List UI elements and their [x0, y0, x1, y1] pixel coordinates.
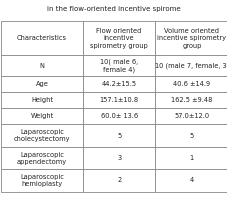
Bar	[155, 56, 227, 76]
Text: 1: 1	[190, 155, 194, 161]
Bar	[83, 92, 155, 108]
Text: in the flow-oriented incentive spirome: in the flow-oriented incentive spirome	[47, 6, 180, 12]
Bar	[83, 124, 155, 147]
Bar	[1, 76, 83, 92]
Text: 10( male 6,
female 4): 10( male 6, female 4)	[100, 59, 138, 73]
Bar	[83, 56, 155, 76]
Bar	[155, 108, 227, 124]
Bar	[1, 92, 83, 108]
Bar	[83, 21, 155, 56]
Text: 2: 2	[117, 177, 121, 184]
Text: Weight: Weight	[30, 113, 54, 119]
Text: 3: 3	[117, 155, 121, 161]
Text: Height: Height	[31, 97, 53, 103]
Bar	[1, 169, 83, 192]
Text: N: N	[39, 63, 44, 69]
Bar	[155, 92, 227, 108]
Bar	[83, 108, 155, 124]
Text: Laparoscopic
hemioplasty: Laparoscopic hemioplasty	[20, 174, 64, 187]
Text: 40.6 ±14.9: 40.6 ±14.9	[173, 81, 210, 87]
Bar	[1, 21, 83, 56]
Bar	[155, 169, 227, 192]
Bar	[83, 76, 155, 92]
Text: 4: 4	[190, 177, 194, 184]
Bar	[155, 147, 227, 169]
Bar	[1, 56, 83, 76]
Bar	[1, 147, 83, 169]
Text: Laparoscopic
cholecystectomy: Laparoscopic cholecystectomy	[14, 129, 70, 142]
Text: Age: Age	[36, 81, 48, 87]
Text: Laparoscopic
appendectomy: Laparoscopic appendectomy	[17, 152, 67, 165]
Text: 5: 5	[117, 133, 121, 139]
Text: 157.1±10.8: 157.1±10.8	[100, 97, 139, 103]
Bar	[83, 147, 155, 169]
Text: 60.0± 13.6: 60.0± 13.6	[101, 113, 138, 119]
Text: Flow oriented
incentive
spirometry group: Flow oriented incentive spirometry group	[90, 28, 148, 49]
Text: 10 (male 7, female, 3): 10 (male 7, female, 3)	[155, 62, 227, 69]
Bar	[1, 108, 83, 124]
Bar	[83, 169, 155, 192]
Bar	[155, 124, 227, 147]
Text: 5: 5	[190, 133, 194, 139]
Text: Volume oriented
incentive spirometry
group: Volume oriented incentive spirometry gro…	[157, 28, 226, 49]
Bar	[1, 124, 83, 147]
Bar	[155, 76, 227, 92]
Bar	[155, 21, 227, 56]
Text: 44.2±15.5: 44.2±15.5	[102, 81, 137, 87]
Text: Characteristics: Characteristics	[17, 35, 67, 41]
Text: 57.0±12.0: 57.0±12.0	[174, 113, 209, 119]
Text: 162.5 ±9.48: 162.5 ±9.48	[171, 97, 212, 103]
